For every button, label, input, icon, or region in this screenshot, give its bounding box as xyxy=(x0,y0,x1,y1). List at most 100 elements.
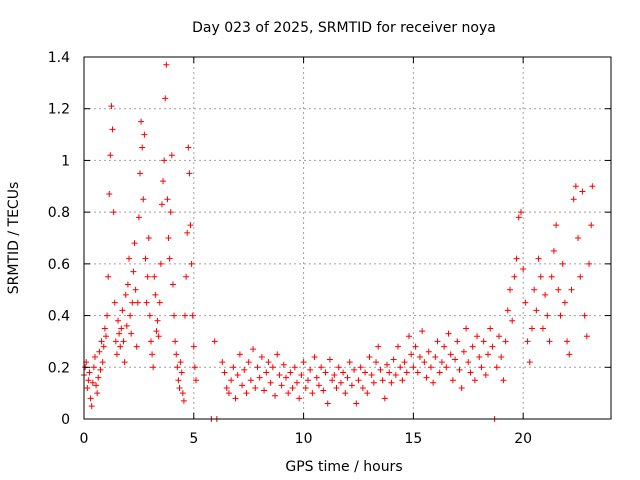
data-point xyxy=(129,299,136,306)
data-point xyxy=(272,392,279,399)
data-point xyxy=(368,372,375,379)
data-point xyxy=(395,343,402,350)
data-point xyxy=(184,229,191,236)
data-point xyxy=(211,338,218,345)
data-point xyxy=(149,351,156,358)
data-point xyxy=(265,359,272,366)
data-point xyxy=(177,359,184,366)
data-point xyxy=(379,377,386,384)
data-point xyxy=(589,183,596,190)
data-point xyxy=(136,170,143,177)
y-tick-label: 0.2 xyxy=(48,360,70,376)
data-point xyxy=(139,144,146,151)
data-point xyxy=(315,382,322,389)
data-point xyxy=(445,330,452,337)
data-point xyxy=(300,359,307,366)
data-point xyxy=(478,364,485,371)
data-point xyxy=(100,343,107,350)
data-point xyxy=(373,359,380,366)
x-tick-label: 15 xyxy=(404,431,422,447)
data-point xyxy=(524,338,531,345)
data-point xyxy=(236,351,243,358)
data-point xyxy=(115,317,122,324)
data-point xyxy=(559,260,566,267)
data-point xyxy=(331,372,338,379)
data-point xyxy=(190,343,197,350)
data-point xyxy=(324,400,331,407)
data-point xyxy=(124,281,131,288)
data-point xyxy=(469,343,476,350)
data-point xyxy=(526,359,533,366)
data-point xyxy=(427,364,434,371)
data-point xyxy=(474,333,481,340)
data-point xyxy=(304,377,311,384)
data-point xyxy=(412,343,419,350)
data-point xyxy=(449,377,456,384)
data-point xyxy=(351,366,358,373)
data-point xyxy=(192,377,199,384)
data-point xyxy=(269,364,276,371)
data-point xyxy=(182,312,189,319)
x-tick-label: 5 xyxy=(189,431,198,447)
data-points xyxy=(81,61,596,422)
data-point xyxy=(421,359,428,366)
data-point xyxy=(480,338,487,345)
data-point xyxy=(555,286,562,293)
data-point xyxy=(267,379,274,386)
data-point xyxy=(377,366,384,373)
data-point xyxy=(111,299,118,306)
data-point xyxy=(143,299,150,306)
data-point xyxy=(113,351,120,358)
data-point xyxy=(135,214,142,221)
data-point xyxy=(161,157,168,164)
data-point xyxy=(430,379,437,386)
data-point xyxy=(183,273,190,280)
data-point xyxy=(298,372,305,379)
data-point xyxy=(165,235,172,241)
data-point xyxy=(403,369,410,376)
data-point xyxy=(232,395,239,402)
data-point xyxy=(399,377,406,384)
data-point xyxy=(397,364,404,371)
data-point xyxy=(436,369,443,376)
data-point xyxy=(186,170,193,177)
data-point xyxy=(443,364,450,371)
data-point xyxy=(544,312,551,319)
y-tick-label: 0 xyxy=(61,412,70,428)
data-point xyxy=(366,353,373,360)
data-point xyxy=(355,377,362,384)
data-point xyxy=(346,359,353,366)
data-point xyxy=(568,286,575,293)
data-point xyxy=(583,333,590,340)
data-point xyxy=(438,359,445,366)
data-point xyxy=(588,222,595,229)
data-point xyxy=(570,196,577,203)
data-point xyxy=(141,131,148,138)
y-tick-label: 1.2 xyxy=(48,102,70,118)
data-point xyxy=(162,95,169,102)
data-point xyxy=(189,312,196,319)
data-point xyxy=(498,353,505,360)
data-point xyxy=(348,382,355,389)
data-point xyxy=(146,312,153,319)
data-point xyxy=(566,351,573,358)
data-point xyxy=(388,379,395,386)
data-point xyxy=(520,266,527,273)
data-point xyxy=(245,359,252,366)
data-point xyxy=(513,255,520,262)
data-point xyxy=(390,356,397,363)
data-point xyxy=(296,395,303,402)
y-tick-label: 0.4 xyxy=(48,309,70,325)
data-point xyxy=(258,353,265,360)
data-point xyxy=(118,325,125,332)
data-point xyxy=(463,325,470,332)
data-point xyxy=(174,364,181,371)
data-point xyxy=(142,255,149,262)
data-point xyxy=(123,322,130,329)
data-point xyxy=(337,379,344,386)
data-point xyxy=(313,374,320,381)
data-point xyxy=(167,209,174,216)
data-point xyxy=(117,343,124,350)
data-point xyxy=(157,260,164,267)
data-point xyxy=(95,374,102,381)
